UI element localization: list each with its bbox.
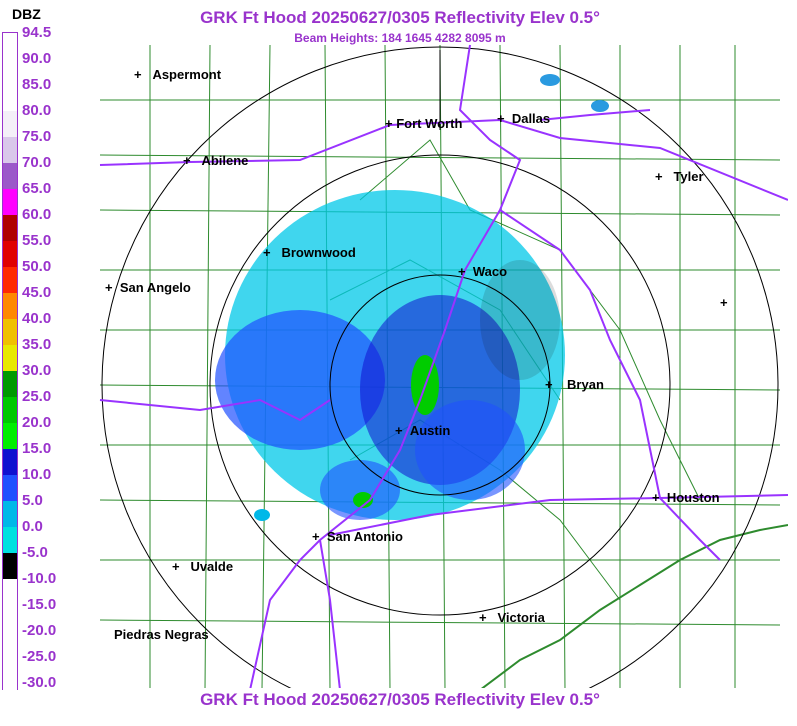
legend-swatch	[3, 241, 17, 267]
legend-label: 80.0	[22, 102, 52, 119]
coastline	[481, 524, 788, 688]
legend-label: 10.0	[22, 466, 52, 483]
legend-swatch	[3, 215, 17, 241]
legend-swatch	[3, 59, 17, 85]
city-label: Austin	[409, 423, 451, 438]
legend-swatch	[3, 371, 17, 397]
legend-label: 40.0	[22, 310, 52, 327]
city-tyler: + Tyler	[655, 169, 704, 184]
legend-swatch	[3, 319, 17, 345]
city-victoria: + Victoria	[479, 610, 545, 625]
beam-heights: Beam Heights: 184 1645 4282 8095 m	[294, 31, 506, 45]
city-dallas: + Dallas	[497, 111, 551, 126]
legend-swatch	[3, 449, 17, 475]
city-label: Aspermont	[152, 67, 222, 82]
highways	[99, 44, 788, 688]
legend-label: 50.0	[22, 258, 52, 275]
city-brownwood: + Brownwood	[263, 245, 356, 260]
legend-label: 85.0	[22, 76, 52, 93]
range-rings	[101, 46, 779, 688]
city-label: Bryan	[567, 377, 604, 392]
city-label: Tyler	[673, 169, 704, 184]
legend-swatch	[3, 163, 17, 189]
city-label: Dallas	[511, 111, 551, 126]
legend-label: 60.0	[22, 206, 52, 223]
legend-label: 35.0	[22, 336, 52, 353]
city-san-antonio: + San Antonio	[312, 529, 403, 544]
legend-swatch	[3, 111, 17, 137]
legend-label: -20.0	[22, 622, 57, 639]
legend-label: 55.0	[22, 232, 52, 249]
city-piedras-negras: Piedras Negras	[114, 627, 209, 642]
legend-label: 65.0	[22, 180, 52, 197]
legend-swatch	[3, 553, 17, 579]
city-label: San Angelo	[119, 280, 191, 295]
legend-label: -5.0	[22, 544, 48, 561]
legend-swatch	[3, 189, 17, 215]
legend-label: -15.0	[22, 596, 57, 613]
city-label: Houston	[666, 490, 720, 505]
legend-swatch	[3, 657, 17, 683]
reflectivity-echoes	[215, 74, 609, 521]
legend-label: 0.0	[22, 518, 43, 535]
legend-label: -25.0	[22, 648, 57, 665]
legend-swatch	[3, 137, 17, 163]
city-label: Victoria	[497, 610, 545, 625]
city-label: Brownwood	[281, 245, 356, 260]
legend-swatch	[3, 683, 17, 709]
city-label: San Antonio	[326, 529, 403, 544]
city-aspermont: + Aspermont	[134, 67, 222, 82]
legend-color-bar	[2, 32, 18, 709]
legend-label: -10.0	[22, 570, 57, 587]
legend-label: 20.0	[22, 414, 52, 431]
city-fort-worth: + Fort Worth	[385, 116, 463, 131]
city-marker: +	[720, 295, 728, 310]
legend-swatch	[3, 501, 17, 527]
legend-swatch	[3, 293, 17, 319]
city-label: Abilene	[201, 153, 249, 168]
legend-swatch	[3, 423, 17, 449]
legend-swatch	[3, 527, 17, 553]
legend-label: 90.0	[22, 50, 52, 67]
legend-swatch	[3, 475, 17, 501]
legend-label: 70.0	[22, 154, 52, 171]
city-label: Waco	[472, 264, 508, 279]
legend-label: 94.5	[22, 24, 52, 41]
legend-label: 15.0	[22, 440, 52, 457]
dbz-legend: DBZ 94.5 90.0 85.0 80.0 75.0 70.0 65.0 60.0 55.0…	[0, 0, 96, 726]
city-austin: + Austin	[395, 423, 451, 438]
legend-swatch	[3, 397, 17, 423]
legend-label: 30.0	[22, 362, 52, 379]
city-houston: + Houston	[652, 490, 720, 505]
legend-label: 45.0	[22, 284, 52, 301]
radar-footer-title: GRK Ft Hood 20250627/0305 Reflectivity E…	[200, 690, 600, 709]
legend-swatch	[3, 579, 17, 605]
legend-label: 25.0	[22, 388, 52, 405]
city-bryan: + Bryan	[545, 377, 604, 392]
legend-label: 75.0	[22, 128, 52, 145]
legend-label: 5.0	[22, 492, 43, 509]
legend-label: -30.0	[22, 674, 57, 691]
city-abilene: + Abilene	[183, 153, 249, 168]
city-waco: + Waco	[458, 264, 508, 279]
legend-swatch	[3, 345, 17, 371]
legend-swatch	[3, 631, 17, 657]
legend-swatch	[3, 267, 17, 293]
radar-map	[99, 44, 788, 688]
legend-swatch	[3, 85, 17, 111]
city-label: Uvalde	[190, 559, 234, 574]
city-label: Fort Worth	[396, 116, 463, 131]
legend-swatch	[3, 605, 17, 631]
city-label: Piedras Negras	[114, 627, 209, 642]
city-uvalde: + Uvalde	[172, 559, 234, 574]
legend-swatch	[3, 33, 17, 59]
legend-unit: DBZ	[12, 6, 41, 22]
city-san-angelo: + San Angelo	[105, 280, 191, 295]
radar-title: GRK Ft Hood 20250627/0305 Reflectivity E…	[200, 8, 600, 27]
